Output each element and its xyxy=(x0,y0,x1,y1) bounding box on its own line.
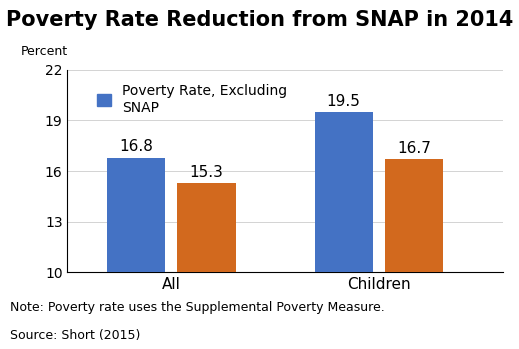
Bar xyxy=(177,183,236,272)
Bar xyxy=(315,112,373,272)
Text: 19.5: 19.5 xyxy=(326,94,361,109)
Text: Note: Poverty rate uses the Supplemental Poverty Measure.: Note: Poverty rate uses the Supplemental… xyxy=(10,301,385,314)
Text: 15.3: 15.3 xyxy=(189,165,224,180)
Legend: Poverty Rate, Excluding
SNAP: Poverty Rate, Excluding SNAP xyxy=(92,79,293,120)
Text: Percent: Percent xyxy=(21,45,68,58)
Bar xyxy=(107,157,165,272)
Bar xyxy=(385,159,443,272)
Text: Poverty Rate Reduction from SNAP in 2014: Poverty Rate Reduction from SNAP in 2014 xyxy=(6,10,513,30)
Text: Source: Short (2015): Source: Short (2015) xyxy=(10,329,141,342)
Text: 16.8: 16.8 xyxy=(119,140,153,155)
Text: 16.7: 16.7 xyxy=(397,141,431,156)
